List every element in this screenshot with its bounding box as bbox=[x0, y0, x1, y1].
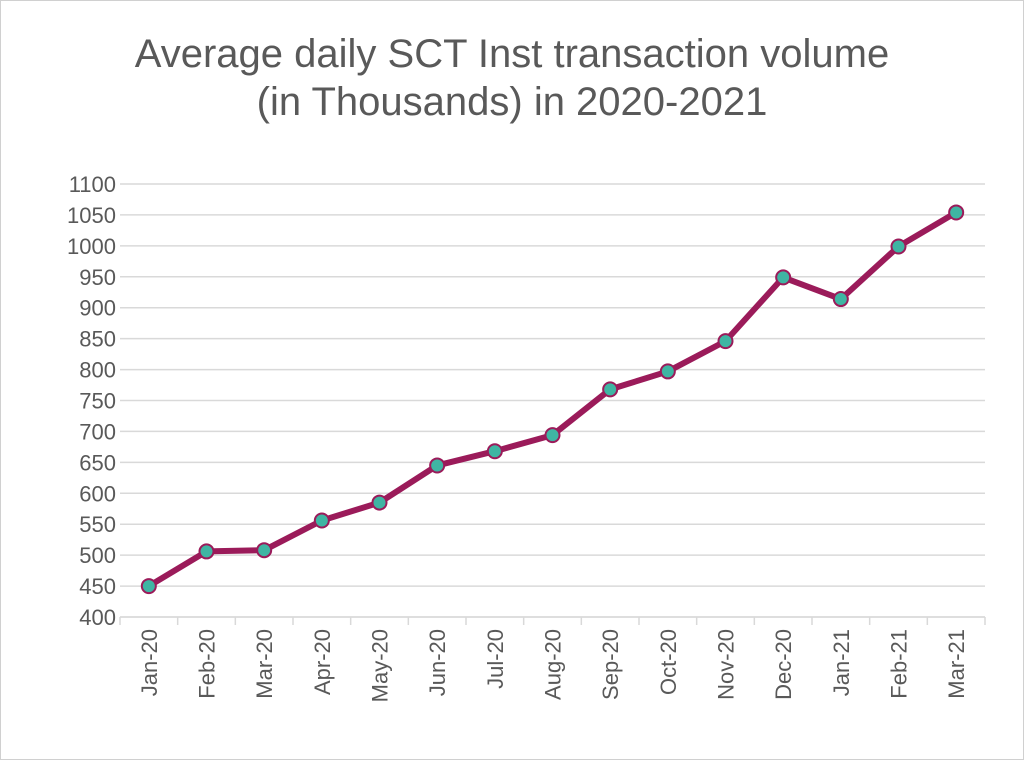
data-point bbox=[775, 269, 792, 286]
x-tick-label: Apr-20 bbox=[310, 629, 335, 695]
data-point bbox=[256, 542, 273, 559]
data-point bbox=[602, 381, 619, 398]
x-tick-label: Oct-20 bbox=[656, 629, 681, 695]
y-tick-label: 950 bbox=[79, 265, 116, 290]
y-tick-label: 400 bbox=[79, 605, 116, 630]
data-point bbox=[313, 512, 330, 529]
x-tick-label: May-20 bbox=[368, 629, 393, 702]
y-tick-label: 500 bbox=[79, 543, 116, 568]
x-tick-label: Jan-21 bbox=[829, 629, 854, 696]
data-point bbox=[659, 363, 676, 380]
data-point bbox=[544, 427, 561, 444]
x-tick-label: Sep-20 bbox=[598, 629, 623, 700]
data-point bbox=[429, 457, 446, 474]
y-tick-label: 1000 bbox=[67, 234, 116, 259]
data-point bbox=[717, 333, 734, 350]
x-tick-label: Jun-20 bbox=[425, 629, 450, 696]
data-point bbox=[832, 291, 849, 308]
x-tick-label: Mar-21 bbox=[944, 629, 969, 699]
chart-title: Average daily SCT Inst transaction volum… bbox=[134, 32, 890, 124]
y-tick-label: 450 bbox=[79, 574, 116, 599]
y-tick-label: 600 bbox=[79, 481, 116, 506]
x-tick-label: Nov-20 bbox=[714, 629, 739, 700]
y-tick-label: 550 bbox=[79, 512, 116, 537]
y-tick-label: 1050 bbox=[67, 203, 116, 228]
y-tick-label: 900 bbox=[79, 296, 116, 321]
data-point bbox=[371, 494, 388, 511]
x-tick-label: Dec-20 bbox=[771, 629, 796, 700]
y-tick-label: 800 bbox=[79, 358, 116, 383]
x-tick-label: Mar-20 bbox=[252, 629, 277, 699]
x-tick-label: Jan-20 bbox=[137, 629, 162, 696]
data-point bbox=[486, 443, 503, 460]
x-tick-label: Feb-21 bbox=[887, 629, 912, 699]
series-line bbox=[147, 209, 958, 589]
data-point bbox=[948, 204, 965, 221]
y-tick-label: 1100 bbox=[69, 172, 116, 197]
y-tick-label: 850 bbox=[79, 327, 116, 352]
y-tick-label: 700 bbox=[79, 419, 116, 444]
data-point bbox=[198, 543, 215, 560]
x-tick-label: Jul-20 bbox=[483, 629, 508, 689]
y-tick-label: 750 bbox=[79, 389, 116, 414]
data-point bbox=[140, 578, 157, 595]
data-point bbox=[890, 238, 907, 255]
x-tick-label: Feb-20 bbox=[195, 629, 220, 699]
x-tick-label: Aug-20 bbox=[541, 629, 566, 700]
y-tick-label: 650 bbox=[79, 450, 116, 475]
